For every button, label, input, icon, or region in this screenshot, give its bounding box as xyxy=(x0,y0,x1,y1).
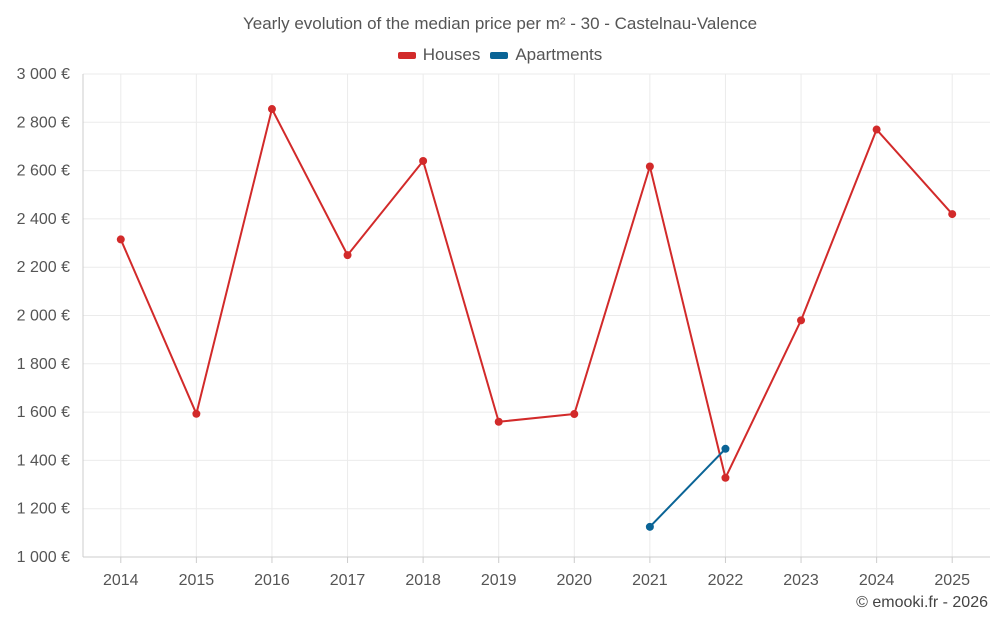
x-tick-label: 2020 xyxy=(556,572,592,589)
x-tick-label: 2018 xyxy=(405,572,441,589)
x-tick-label: 2019 xyxy=(481,572,517,589)
legend-label-apartments: Apartments xyxy=(515,45,603,64)
data-point-apartments xyxy=(645,522,654,531)
data-point-houses xyxy=(419,156,428,165)
legend-item-apartments[interactable]: Apartments xyxy=(490,45,602,65)
data-point-apartments xyxy=(721,444,730,453)
legend-swatch-houses xyxy=(397,51,416,59)
y-tick-label: 1 200 € xyxy=(17,501,70,518)
data-point-houses xyxy=(797,316,806,325)
series-line-houses xyxy=(119,108,953,479)
y-tick-label: 1 400 € xyxy=(17,452,70,469)
x-tick-label: 2017 xyxy=(330,572,366,589)
y-tick-label: 1 800 € xyxy=(17,356,70,373)
data-point-houses xyxy=(948,210,957,219)
x-tick-label: 2014 xyxy=(103,572,139,589)
credit-text: © emooki.fr - 2026 xyxy=(856,594,988,611)
data-point-houses xyxy=(872,125,881,134)
legend: Houses Apartments xyxy=(0,45,1000,65)
legend-item-houses[interactable]: Houses xyxy=(397,45,481,65)
legend-label-houses: Houses xyxy=(422,45,481,64)
data-point-houses xyxy=(570,410,579,419)
y-tick-label: 2 800 € xyxy=(17,114,70,131)
data-point-houses xyxy=(116,235,125,244)
data-point-houses xyxy=(343,251,352,260)
chart-title: Yearly evolution of the median price per… xyxy=(242,14,758,33)
data-point-houses xyxy=(494,417,503,426)
x-tick-label: 2022 xyxy=(708,572,744,589)
data-point-houses xyxy=(267,105,276,114)
y-tick-label: 3 000 € xyxy=(17,66,70,83)
legend-swatch-apartments xyxy=(490,51,509,59)
y-tick-label: 1 000 € xyxy=(17,549,70,566)
x-tick-label: 2024 xyxy=(859,572,895,589)
data-point-houses xyxy=(645,162,654,171)
x-tick-label: 2016 xyxy=(254,572,290,589)
y-tick-label: 2 000 € xyxy=(17,308,70,325)
x-tick-label: 2021 xyxy=(632,572,668,589)
y-tick-label: 2 200 € xyxy=(17,259,70,276)
y-tick-label: 1 600 € xyxy=(17,404,70,421)
x-tick-label: 2023 xyxy=(783,572,819,589)
series-line-apartments xyxy=(649,448,727,528)
data-point-houses xyxy=(192,409,201,418)
y-tick-label: 2 600 € xyxy=(17,163,70,180)
x-tick-label: 2015 xyxy=(179,572,215,589)
y-tick-label: 2 400 € xyxy=(17,211,70,228)
data-point-houses xyxy=(721,473,730,482)
x-tick-label: 2025 xyxy=(934,572,970,589)
